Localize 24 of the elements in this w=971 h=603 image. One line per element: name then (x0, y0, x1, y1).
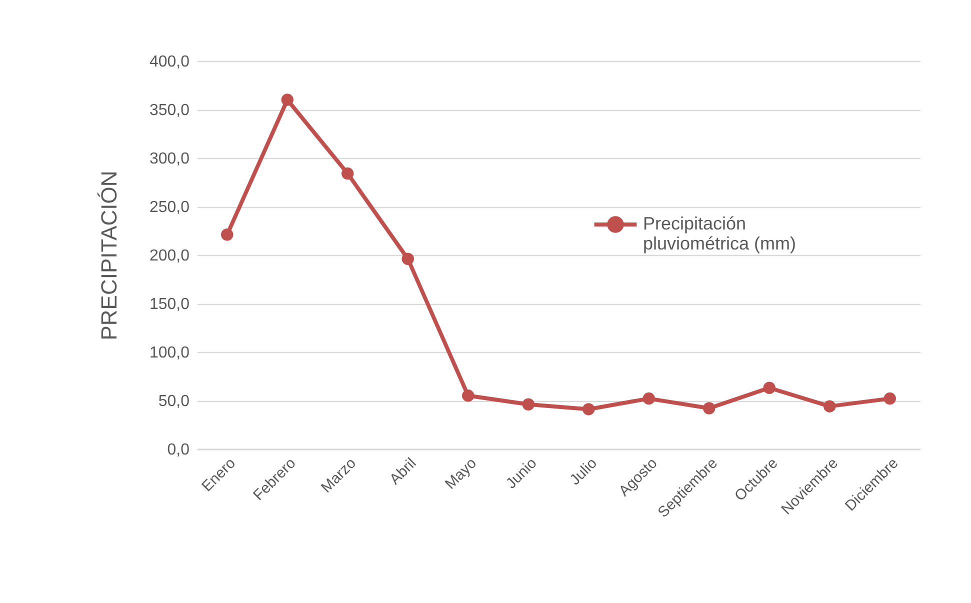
point (522, 398, 534, 410)
x-tick-label: Julio (566, 454, 600, 489)
legend-label: Precipitación pluviométrica (mm) (643, 214, 796, 254)
point (703, 402, 716, 414)
point (342, 167, 354, 180)
y-tick-label: 200,0 (149, 248, 190, 264)
y-axis-title: PRECIPITACIÓN (96, 170, 122, 340)
point (281, 94, 294, 106)
y-tick-label: 0,0 (167, 442, 190, 458)
y-tick-label: 350,0 (149, 102, 190, 119)
y-tick-label: 100,0 (149, 344, 190, 362)
y-tick-label: 300,0 (149, 150, 190, 168)
point (884, 392, 896, 405)
y-tick-label: 150,0 (149, 296, 190, 313)
point (221, 228, 234, 241)
point (582, 403, 595, 416)
y-tick-label: 50,0 (158, 393, 190, 410)
y-tick-label: 250,0 (149, 199, 190, 216)
y-tick-label: 400,0 (149, 54, 190, 70)
point (402, 252, 414, 265)
point (642, 392, 655, 405)
point (462, 390, 474, 402)
point (824, 400, 836, 412)
point (763, 382, 776, 394)
